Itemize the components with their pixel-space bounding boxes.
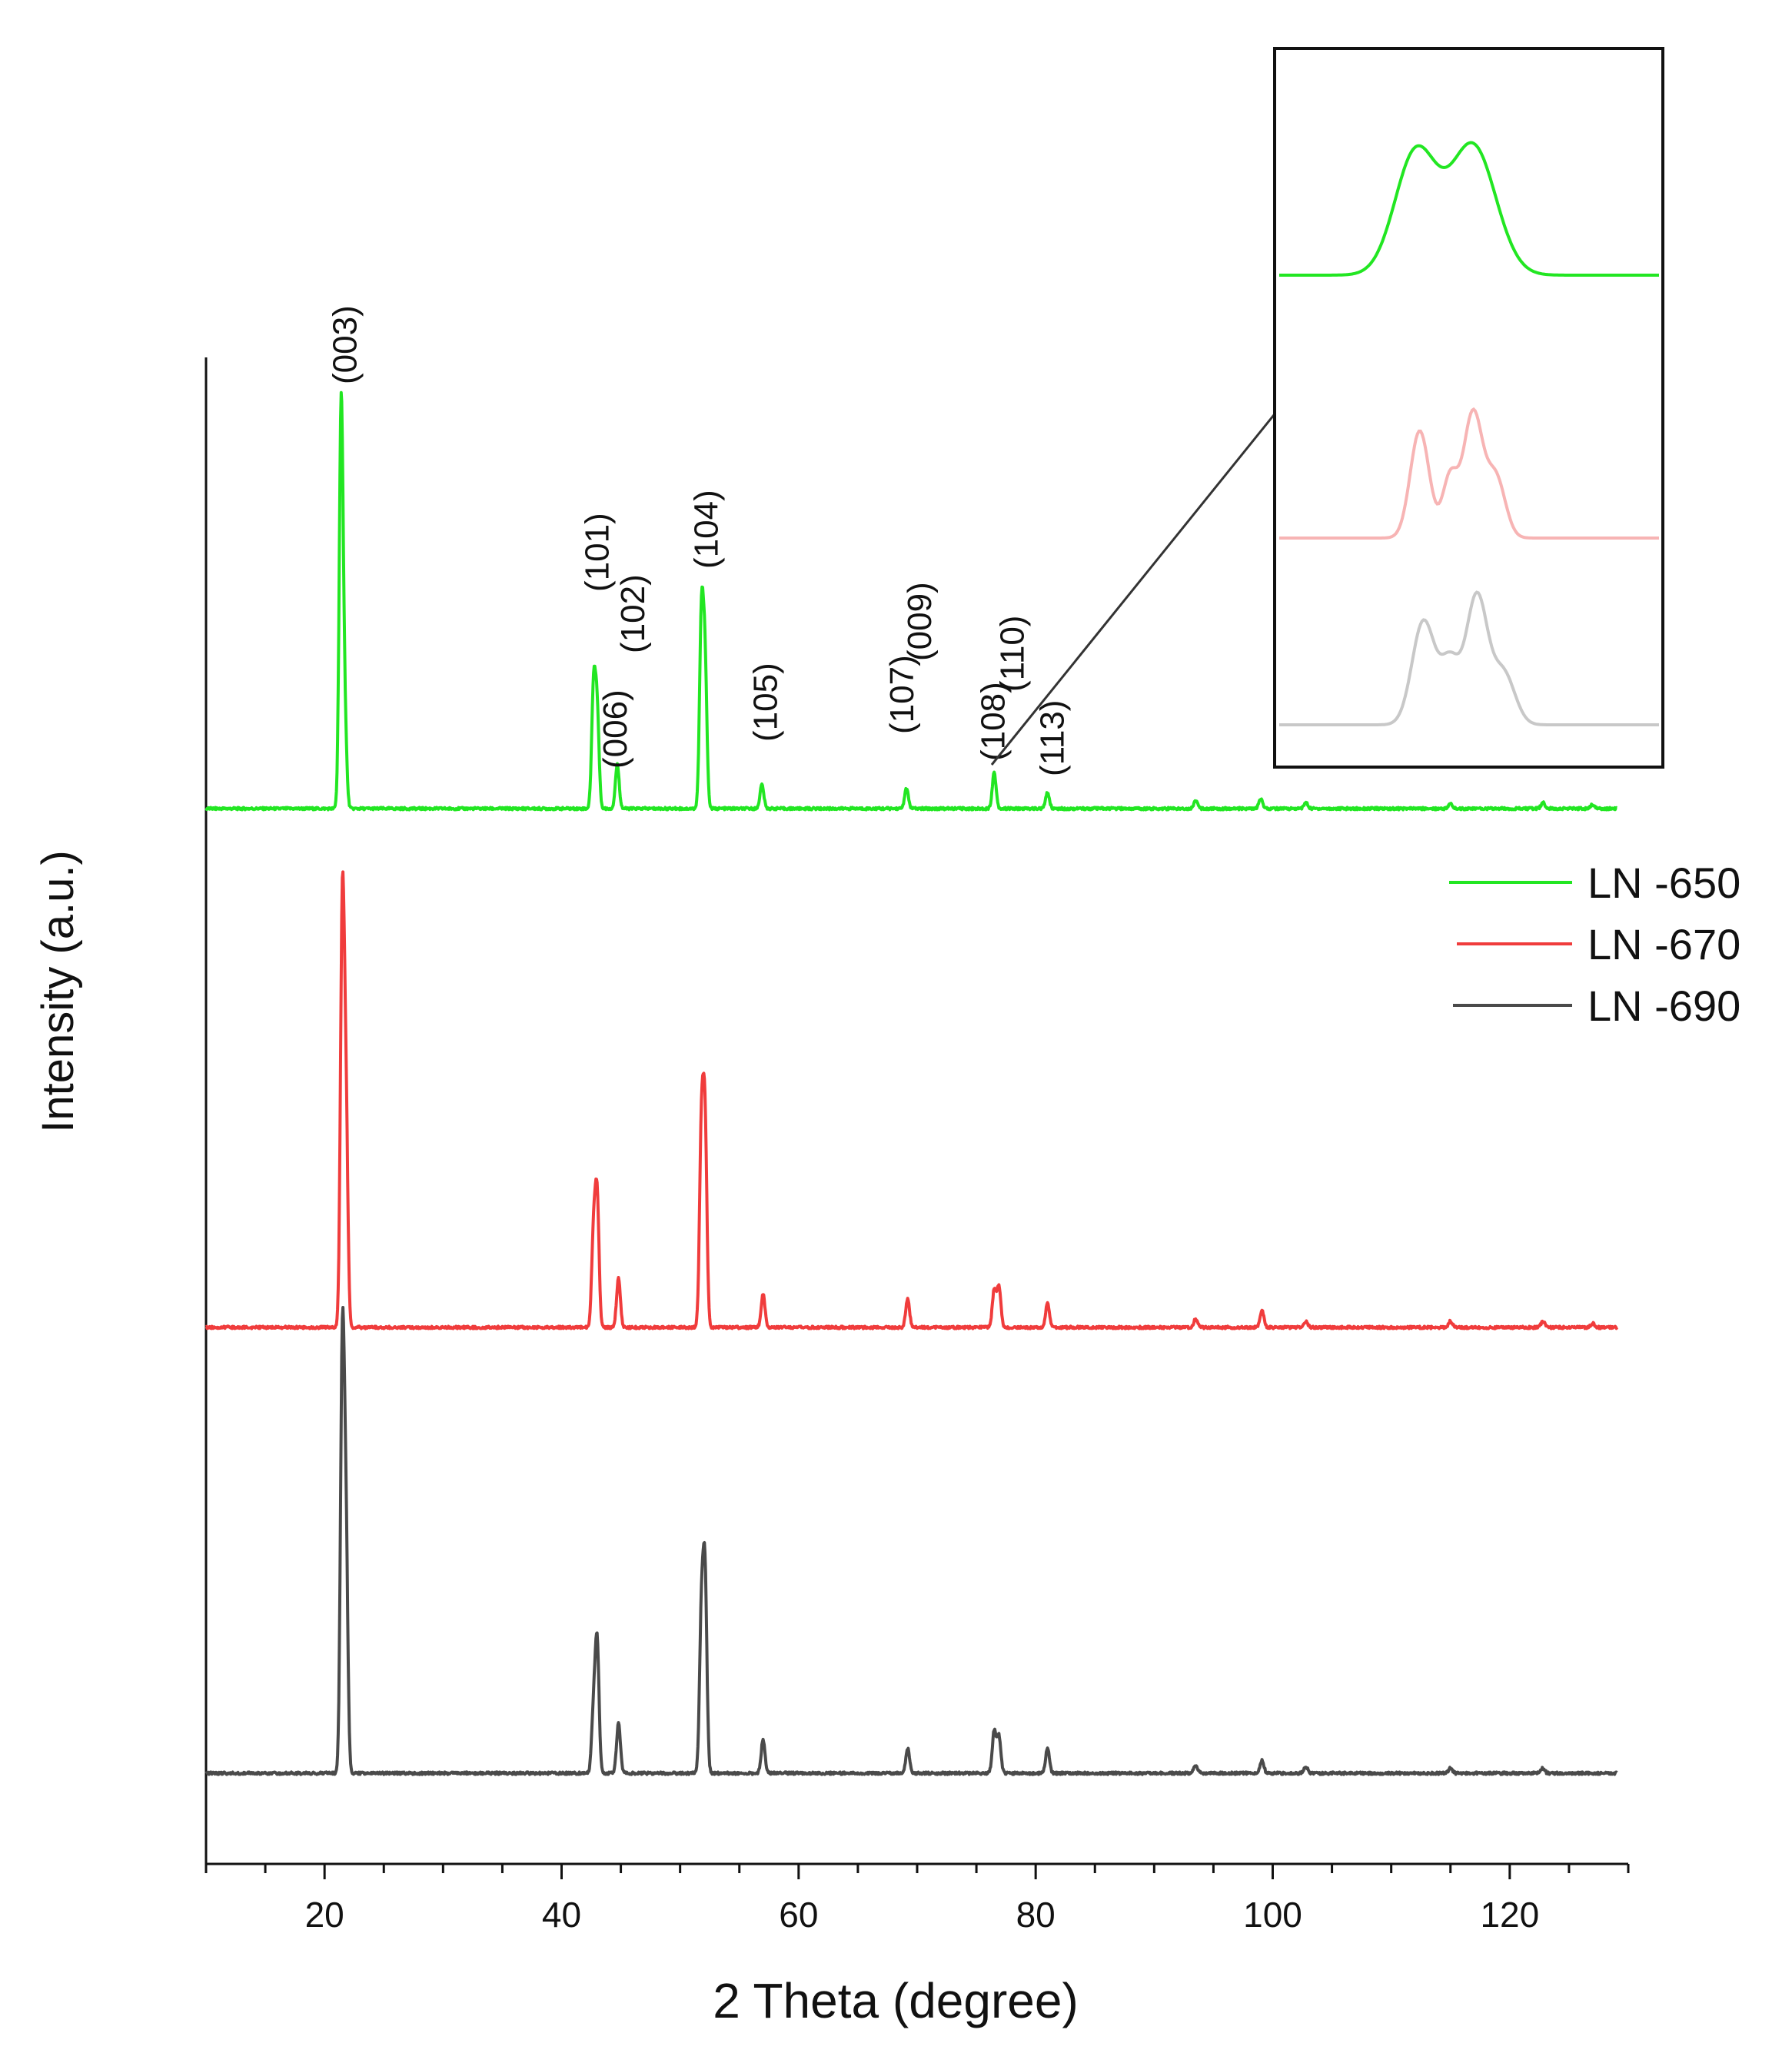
x-axis-label: 2 Theta (degree) [713,1973,1079,2028]
legend: LN -650 LN -670 LN -690 [1449,859,1740,1030]
peak-annotations: (003) (101) (006) (102) (104) (105) (107)(009)… [326,305,1071,776]
peak-label: (107) [883,655,921,734]
series-line-ln670 [204,870,1619,1330]
inset-curve-ln670 [1279,407,1659,540]
x-tick-label: 80 [1016,1895,1056,1935]
peak-label: (105) [747,663,785,742]
series-group [204,390,1619,1776]
peak-label: (104) [688,490,726,569]
x-tick-label: 120 [1480,1895,1539,1935]
peak-label: (003) [326,305,364,384]
x-ticks [204,1864,1630,1879]
x-tick-labels: 20 40 60 80 100 120 [305,1895,1540,1935]
series-line-ln690 [204,1306,1618,1776]
x-tick-label: 20 [305,1895,344,1935]
legend-label-ln690: LN -690 [1588,982,1740,1030]
peak-label: (102) [614,574,652,653]
legend-label-ln670: LN -670 [1588,920,1740,968]
inset-frame [1273,47,1664,769]
peak-label: (006) [597,689,634,769]
x-tick-label: 60 [779,1895,818,1935]
series-line-ln650 [204,390,1618,812]
zoom-connector-line [990,407,1282,766]
peak-label: (108) [975,682,1012,761]
legend-label-ln650: LN -650 [1588,859,1740,907]
inset-curves [1279,141,1659,726]
inset-curve-ln650 [1279,141,1659,277]
x-tick-label: 40 [542,1895,581,1935]
peak-label: (113) [1034,700,1072,776]
peak-label: (110) [993,616,1031,692]
x-tick-label: 100 [1243,1895,1302,1935]
peak-label: (101) [579,513,617,592]
y-axis-label: Intensity (a.u.) [33,850,83,1132]
inset-curve-ln690 [1279,590,1659,726]
inset-panel [1273,47,1664,769]
peak-label: (009) [901,582,939,661]
